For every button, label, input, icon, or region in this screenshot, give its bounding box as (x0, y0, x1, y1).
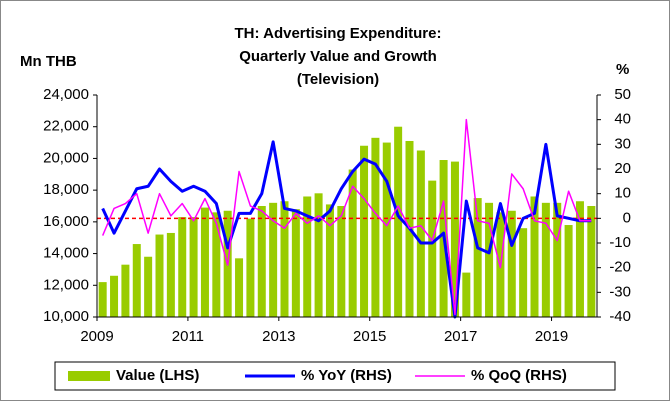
y-tick-label: 12,000 (43, 276, 89, 293)
bar (564, 225, 573, 317)
y-tick-label: 10,000 (43, 308, 89, 325)
bar (269, 202, 278, 317)
bar (257, 206, 266, 317)
bar (110, 275, 119, 317)
bar (200, 207, 209, 317)
legend-box (54, 361, 616, 391)
y2-tick-label: -20 (609, 259, 631, 276)
bar (428, 180, 437, 317)
x-tick-label: 2019 (535, 328, 568, 345)
bar (553, 202, 562, 317)
y-tick-label: 16,000 (43, 213, 89, 230)
y2-tick-label: 40 (614, 111, 631, 128)
x-tick-label: 2015 (353, 328, 386, 345)
bar (541, 202, 550, 317)
legend-label: % YoY (RHS) (301, 367, 392, 384)
bar (178, 217, 187, 317)
chart-title: Quarterly Value and Growth (239, 48, 437, 65)
bar (291, 209, 300, 317)
bar (132, 244, 141, 317)
bar (416, 150, 425, 317)
y2-tick-label: -10 (609, 234, 631, 251)
bar (519, 228, 528, 317)
bar (382, 142, 391, 317)
bar (587, 206, 596, 317)
y2-axis-label: % (616, 61, 629, 78)
bar (462, 272, 471, 317)
bar (507, 210, 516, 317)
legend-label: Value (LHS) (116, 367, 199, 384)
bar (155, 234, 164, 317)
bar (348, 169, 357, 317)
x-tick-label: 2013 (262, 328, 295, 345)
legend-label: % QoQ (RHS) (471, 367, 567, 384)
bar (246, 218, 255, 317)
y2-tick-label: -40 (609, 308, 631, 325)
y-tick-label: 24,000 (43, 86, 89, 103)
bar (575, 201, 584, 317)
bar (394, 126, 403, 317)
line-series (101, 118, 592, 316)
bar (337, 206, 346, 317)
bar (314, 193, 323, 317)
y2-tick-label: -30 (609, 283, 631, 300)
legend-swatch (68, 371, 110, 381)
bar (121, 264, 130, 317)
x-tick-label: 2009 (80, 328, 113, 345)
y2-tick-label: 50 (614, 86, 631, 103)
y-axis-label: Mn THB (20, 53, 77, 70)
y2-tick-label: 10 (614, 185, 631, 202)
chart-title: (Television) (297, 71, 379, 88)
bar (360, 145, 369, 317)
bar (235, 258, 244, 317)
bar (189, 217, 198, 317)
y-tick-label: 14,000 (43, 245, 89, 262)
y-tick-label: 18,000 (43, 181, 89, 198)
y2-tick-label: 0 (623, 209, 631, 226)
chart-title: TH: Advertising Expenditure: (235, 25, 442, 42)
bar (166, 232, 175, 317)
x-tick-label: 2011 (172, 328, 204, 345)
bar (303, 196, 312, 317)
bar (144, 256, 153, 317)
y-tick-label: 20,000 (43, 149, 89, 166)
y2-tick-label: 30 (614, 135, 631, 152)
y-tick-label: 22,000 (43, 118, 89, 135)
bar (371, 137, 380, 317)
y2-tick-label: 20 (614, 160, 631, 177)
x-tick-label: 2017 (444, 328, 477, 345)
bar (530, 196, 539, 317)
line-series (101, 140, 592, 319)
bar (280, 201, 289, 317)
bar (485, 202, 494, 317)
bar (325, 204, 334, 317)
bar (473, 198, 482, 317)
bar (98, 282, 107, 317)
bar (212, 212, 221, 317)
bar (450, 161, 459, 317)
